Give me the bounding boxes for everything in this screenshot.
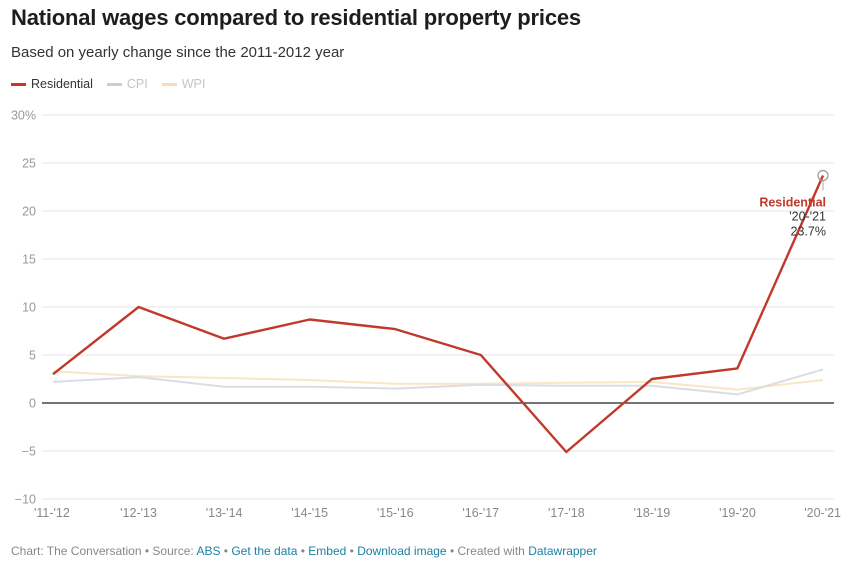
- x-axis-ticks: '11-'12 '12-'13 '13-'14 '14-'15 '15-'16 '16-'…: [34, 506, 841, 520]
- legend-label-wpi: WPI: [181, 77, 206, 91]
- legend-item-residential[interactable]: Residential: [11, 77, 93, 91]
- y-tick-label: 30%: [11, 109, 36, 123]
- annotation-series-label: Residential: [759, 195, 826, 209]
- footer: Chart: The Conversation • Source: ABS • …: [11, 544, 597, 558]
- y-tick-label: −10: [15, 493, 36, 507]
- y-tick-label: 0: [29, 397, 36, 411]
- series-line-residential[interactable]: [52, 175, 825, 454]
- datawrapper-link[interactable]: Datawrapper: [528, 544, 597, 558]
- legend-label-residential: Residential: [31, 77, 93, 91]
- x-tick-label: '12-'13: [120, 506, 157, 520]
- footer-credit: Chart: The Conversation: [11, 544, 142, 558]
- footer-source-label: Source:: [152, 544, 194, 558]
- y-tick-label: −5: [22, 445, 36, 459]
- footer-separator: •: [144, 544, 150, 558]
- x-tick-label: '16-'17: [462, 506, 499, 520]
- download-image-link[interactable]: Download image: [357, 544, 447, 558]
- y-tick-label: 10: [22, 301, 36, 315]
- x-tick-label: '15-'16: [377, 506, 414, 520]
- footer-separator: •: [300, 544, 305, 558]
- legend-swatch-cpi: [106, 82, 122, 86]
- y-tick-label: 15: [22, 253, 36, 267]
- x-tick-label: '17-'18: [548, 506, 585, 520]
- legend-label-cpi: CPI: [126, 77, 148, 91]
- x-tick-label: '11-'12: [34, 506, 70, 520]
- footer-created-label: Created with: [457, 544, 525, 558]
- annotation-period: '20-'21: [789, 209, 826, 223]
- x-tick-label: '20-'21: [804, 506, 841, 520]
- source-link[interactable]: ABS: [196, 544, 221, 558]
- annotation: Residential '20-'21 23.7%: [759, 169, 829, 238]
- series-line-wpi[interactable]: [52, 370, 824, 391]
- legend-item-wpi[interactable]: WPI: [161, 77, 206, 91]
- legend: Residential CPI WPI: [11, 77, 219, 91]
- footer-separator: •: [223, 544, 228, 558]
- x-tick-label: '18-'19: [634, 506, 671, 520]
- legend-swatch-residential: [11, 82, 26, 86]
- series-line-cpi[interactable]: [52, 368, 824, 396]
- y-tick-label: 25: [22, 157, 36, 171]
- embed-link[interactable]: Embed: [308, 544, 347, 558]
- x-tick-label: '14-'15: [291, 506, 328, 520]
- annotation-value: 23.7%: [791, 224, 826, 238]
- y-tick-label: 5: [29, 349, 36, 363]
- legend-item-cpi[interactable]: CPI: [106, 77, 148, 91]
- annotation-marker: [817, 169, 829, 182]
- line-chart: 30% 25 20 15 10 5 0 −5 −10 '11-'12 '12-'13 '13-'14…: [11, 109, 841, 521]
- legend-swatch-wpi: [161, 82, 177, 86]
- footer-separator: •: [349, 544, 354, 558]
- series-lines: [52, 175, 825, 454]
- gridlines: [42, 114, 834, 500]
- y-tick-label: 20: [22, 205, 36, 219]
- y-axis-ticks: 30% 25 20 15 10 5 0 −5 −10: [11, 109, 36, 507]
- chart-subtitle: Based on yearly change since the 2011-20…: [11, 44, 345, 61]
- x-tick-label: '19-'20: [719, 506, 756, 520]
- get-data-link[interactable]: Get the data: [231, 544, 298, 558]
- chart-title: National wages compared to residential p…: [11, 5, 581, 30]
- footer-separator: •: [449, 544, 455, 558]
- x-tick-label: '13-'14: [206, 506, 243, 520]
